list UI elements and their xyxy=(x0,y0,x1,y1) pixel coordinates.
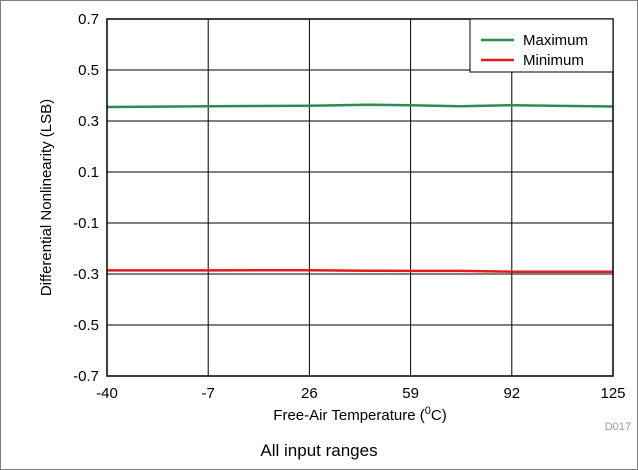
x-axis-title-main: Free-Air Temperature ( xyxy=(273,407,424,424)
chart-caption: All input ranges xyxy=(260,441,378,460)
series-line-minimum xyxy=(107,268,613,273)
y-tick-label: 0.1 xyxy=(78,164,99,181)
series-layer xyxy=(106,103,614,273)
legend-label-minimum: Minimum xyxy=(523,52,584,69)
x-tick-label: -7 xyxy=(202,385,215,402)
x-tick-labels: -40 -7 26 59 92 125 xyxy=(96,385,625,402)
y-axis-title: Differential Nonlinearity (LSB) xyxy=(38,99,55,296)
legend-box xyxy=(469,18,614,73)
grid-lines xyxy=(106,18,614,377)
series-line-maximum xyxy=(106,103,614,109)
y-tick-label: -0.1 xyxy=(73,215,99,232)
y-tick-labels: 0.7 0.5 0.3 0.1 -0.1 -0.3 -0.5 -0.7 xyxy=(73,11,99,385)
y-tick-label: 0.3 xyxy=(78,113,99,130)
legend-label-maximum: Maximum xyxy=(523,32,588,49)
y-tick-label: 0.5 xyxy=(78,62,99,79)
y-tick-label: -0.5 xyxy=(73,317,99,334)
x-tick-label: -40 xyxy=(96,385,118,402)
plot-area-frame xyxy=(106,18,614,377)
x-axis-title-superscript: 0 xyxy=(425,405,431,417)
x-tick-label: 59 xyxy=(402,385,419,402)
figure-id: D017 xyxy=(605,421,631,433)
x-tick-label: 26 xyxy=(301,385,318,402)
x-axis-title: Free-Air Temperature (0C) xyxy=(273,405,446,424)
x-tick-label: 125 xyxy=(600,385,625,402)
legend: Maximum Minimum xyxy=(469,18,614,73)
chart-svg: 0.7 0.5 0.3 0.1 -0.1 -0.3 -0.5 -0.7 -40 -7 26 59 92… xyxy=(38,11,631,433)
y-tick-label: 0.7 xyxy=(78,11,99,28)
x-tick-label: 92 xyxy=(503,385,520,402)
x-axis-title-unit: C) xyxy=(431,407,447,424)
y-tick-label: -0.7 xyxy=(73,368,99,385)
y-tick-label: -0.3 xyxy=(73,266,99,283)
